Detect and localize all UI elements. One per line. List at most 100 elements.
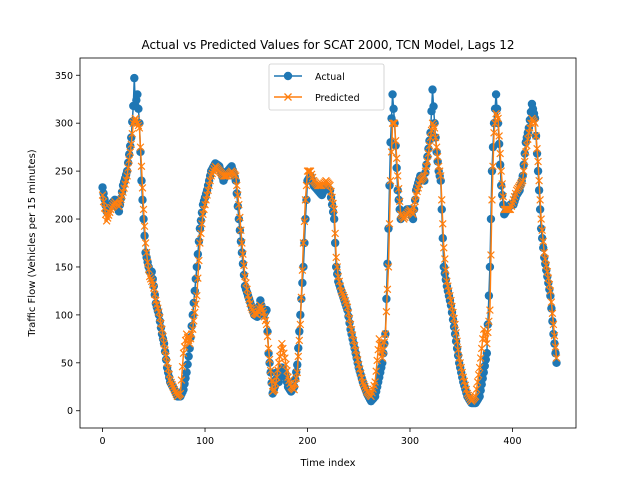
data-point	[485, 317, 493, 326]
data-point	[296, 320, 305, 329]
data-point	[301, 196, 310, 204]
data-point	[257, 304, 266, 312]
data-point	[473, 378, 482, 386]
data-point	[283, 366, 291, 375]
y-tick-label: 150	[55, 262, 73, 273]
data-point	[297, 293, 306, 302]
data-point	[476, 354, 485, 362]
data-point	[149, 284, 158, 292]
data-point	[498, 180, 507, 188]
data-point	[544, 274, 553, 282]
data-point	[532, 132, 540, 140]
data-point	[264, 344, 273, 353]
data-point	[99, 197, 108, 206]
data-point	[330, 205, 338, 214]
x-tick-label: 400	[503, 436, 521, 447]
data-point	[540, 248, 549, 257]
data-point	[235, 200, 243, 209]
data-point	[190, 308, 199, 317]
data-point	[453, 337, 461, 346]
data-point	[256, 301, 265, 310]
data-point	[139, 205, 148, 214]
data-point	[180, 343, 189, 351]
data-point	[438, 220, 447, 228]
data-point	[382, 307, 391, 316]
data-point	[300, 238, 309, 248]
data-point	[439, 243, 448, 252]
data-point	[300, 217, 309, 226]
data-point	[273, 366, 282, 374]
data-point	[384, 263, 393, 271]
data-point	[182, 368, 191, 377]
data-point	[145, 272, 154, 281]
data-point	[550, 331, 559, 340]
y-axis: 0 50 100 150 200 250 300 350	[55, 71, 80, 417]
data-point	[424, 149, 433, 158]
data-point	[545, 280, 554, 289]
data-point	[144, 265, 153, 274]
data-point	[106, 205, 115, 214]
data-point	[430, 124, 439, 132]
data-point	[410, 204, 418, 212]
data-point	[488, 196, 496, 204]
data-point	[295, 336, 304, 345]
data-point	[471, 392, 480, 401]
data-point	[371, 378, 379, 386]
data-point	[522, 141, 531, 150]
data-point	[237, 226, 245, 235]
data-point	[499, 192, 508, 201]
data-point	[452, 329, 460, 337]
data-point	[552, 354, 561, 362]
data-point	[272, 373, 281, 382]
data-point	[150, 290, 159, 299]
data-point	[231, 172, 240, 180]
data-point	[428, 119, 437, 128]
data-point	[109, 199, 118, 208]
data-point	[176, 389, 185, 398]
data-point	[487, 251, 495, 259]
data-point	[408, 214, 418, 224]
data-point	[484, 328, 492, 337]
data-point	[183, 360, 192, 369]
data-point	[393, 172, 402, 180]
data-point	[552, 358, 561, 368]
data-point	[299, 239, 308, 247]
data-point	[423, 157, 432, 166]
data-point	[388, 119, 397, 128]
data-point	[239, 250, 247, 259]
data-point	[538, 226, 547, 235]
data-point	[494, 114, 502, 123]
data-point	[475, 363, 484, 372]
data-point	[168, 381, 177, 389]
data-point	[298, 266, 307, 274]
y-tick-label: 300	[55, 119, 73, 130]
data-point	[450, 314, 458, 323]
data-point	[432, 143, 441, 151]
data-point	[140, 222, 149, 231]
data-point	[496, 149, 504, 158]
data-point	[160, 339, 168, 348]
data-point	[328, 193, 336, 202]
data-point	[543, 267, 552, 276]
data-point	[193, 249, 203, 259]
data-point	[235, 226, 245, 235]
data-point	[258, 306, 267, 315]
data-point	[547, 298, 556, 306]
data-point	[519, 167, 528, 175]
data-point	[493, 112, 501, 120]
x-tick-label: 300	[401, 436, 419, 447]
data-point	[167, 378, 176, 387]
data-point	[98, 191, 107, 199]
data-point	[537, 215, 545, 223]
data-point	[437, 196, 446, 204]
plot-area	[98, 73, 561, 408]
data-point	[533, 144, 541, 153]
data-point	[359, 378, 367, 386]
data-point	[198, 220, 206, 228]
data-point	[133, 90, 142, 99]
data-point	[495, 132, 503, 140]
data-point	[441, 255, 449, 263]
data-point	[126, 148, 135, 157]
data-point	[162, 352, 170, 361]
data-point	[158, 325, 166, 334]
